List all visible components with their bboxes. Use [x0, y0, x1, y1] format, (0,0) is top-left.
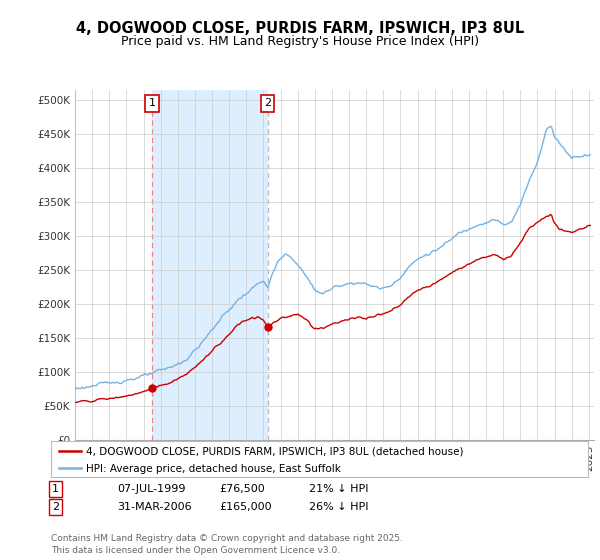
Bar: [152, 90, 268, 440]
Text: £165,000: £165,000: [219, 502, 272, 512]
Text: HPI: Average price, detached house, East Suffolk: HPI: Average price, detached house, East…: [86, 464, 341, 474]
Text: 2: 2: [264, 98, 271, 108]
Text: Price paid vs. HM Land Registry's House Price Index (HPI): Price paid vs. HM Land Registry's House …: [121, 35, 479, 48]
Text: 1: 1: [52, 484, 59, 494]
Text: 1: 1: [149, 98, 156, 108]
Text: 4, DOGWOOD CLOSE, PURDIS FARM, IPSWICH, IP3 8UL: 4, DOGWOOD CLOSE, PURDIS FARM, IPSWICH, …: [76, 21, 524, 36]
Text: 31-MAR-2006: 31-MAR-2006: [117, 502, 191, 512]
Text: 2: 2: [52, 502, 59, 512]
Text: 21% ↓ HPI: 21% ↓ HPI: [309, 484, 368, 494]
Text: 07-JUL-1999: 07-JUL-1999: [117, 484, 185, 494]
Text: 4, DOGWOOD CLOSE, PURDIS FARM, IPSWICH, IP3 8UL (detached house): 4, DOGWOOD CLOSE, PURDIS FARM, IPSWICH, …: [86, 447, 463, 456]
Text: Contains HM Land Registry data © Crown copyright and database right 2025.
This d: Contains HM Land Registry data © Crown c…: [51, 534, 403, 555]
Text: 26% ↓ HPI: 26% ↓ HPI: [309, 502, 368, 512]
Text: £76,500: £76,500: [219, 484, 265, 494]
